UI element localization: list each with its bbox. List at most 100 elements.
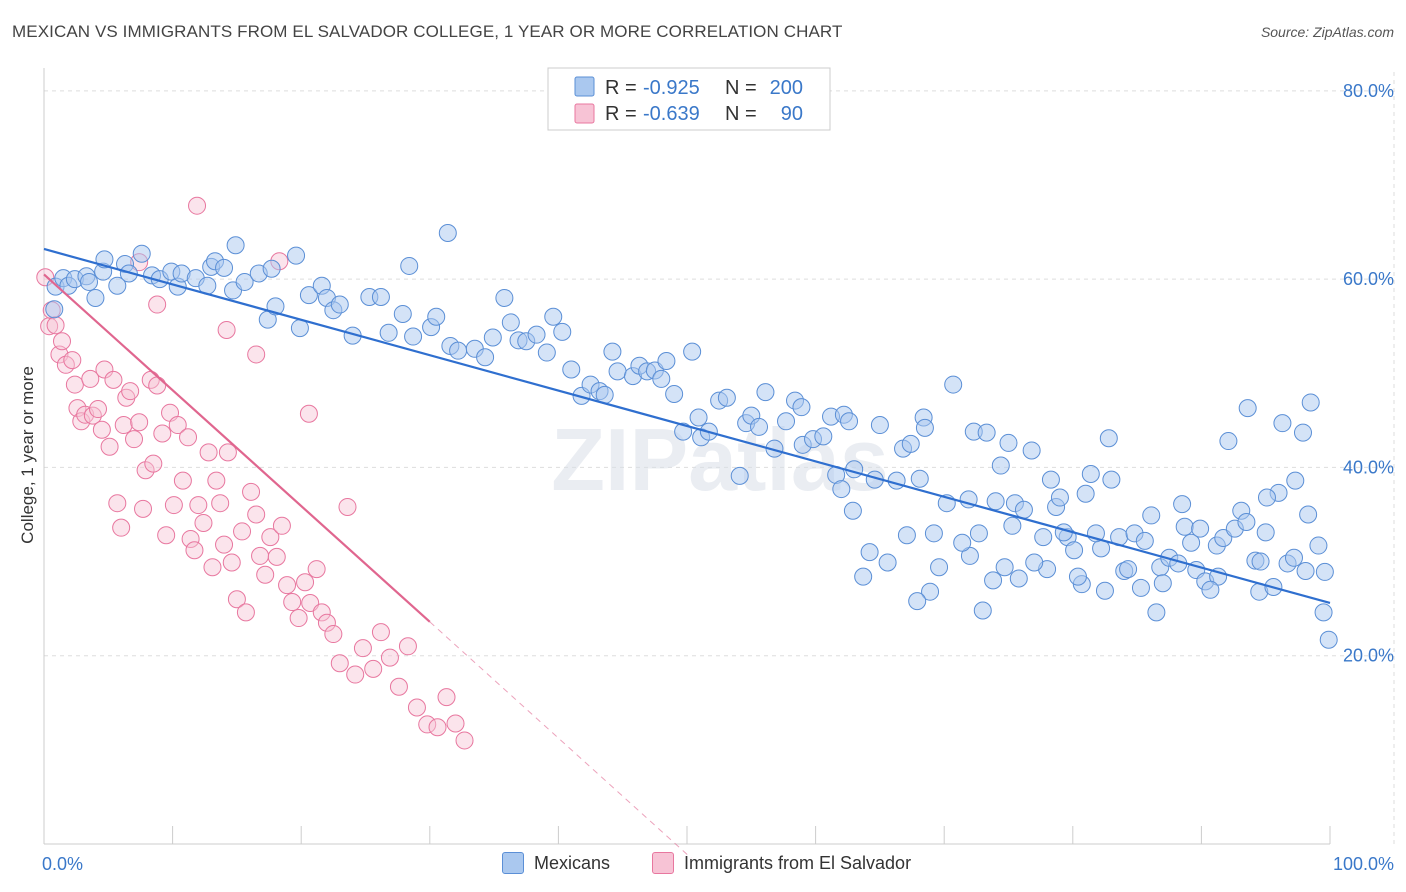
mexican-point xyxy=(999,433,1018,452)
salvador-point xyxy=(121,382,140,401)
mexican-point xyxy=(915,418,934,437)
mexican-point xyxy=(1135,531,1154,550)
mexican-point xyxy=(1314,603,1333,622)
salvador-point xyxy=(168,416,187,435)
mexican-point xyxy=(1182,533,1201,552)
salvador-point xyxy=(185,541,204,560)
salvador-point xyxy=(324,625,343,644)
salvador-point xyxy=(56,355,75,374)
salvador-point xyxy=(164,496,183,515)
salvador-point xyxy=(247,505,266,524)
mexican-point xyxy=(1296,561,1315,580)
legend-n-value-2: 90 xyxy=(781,103,803,125)
mexican-point xyxy=(977,423,996,442)
salvador-point xyxy=(227,590,246,609)
mexican-point xyxy=(86,288,105,307)
bottom-legend: Mexicans Immigrants from El Salvador xyxy=(0,852,1406,878)
salvador-point xyxy=(134,499,153,518)
mexican-point xyxy=(1251,552,1270,571)
mexican-point xyxy=(1119,560,1138,579)
mexican-point xyxy=(683,342,702,361)
salvador-point xyxy=(181,529,200,548)
mexican-point xyxy=(537,343,556,362)
mexican-point xyxy=(80,272,99,291)
mexican-point xyxy=(427,307,446,326)
salvador-point xyxy=(92,420,111,439)
mexican-point xyxy=(1065,541,1084,560)
mexican-point xyxy=(860,543,879,562)
mexican-point xyxy=(870,416,889,435)
mexican-points xyxy=(45,223,1338,649)
salvador-point xyxy=(144,454,163,473)
salvador-point xyxy=(398,637,417,656)
y-tick-label-1: 40.0% xyxy=(1343,457,1394,477)
mexican-point xyxy=(1131,578,1150,597)
mexican-point xyxy=(887,471,906,490)
mexican-point xyxy=(930,558,949,577)
mexican-point xyxy=(1041,470,1060,489)
x-tick-labels: 0.0% 100.0% xyxy=(42,854,1394,874)
salvador-point xyxy=(446,714,465,733)
mexican-point xyxy=(1142,506,1161,525)
mexican-point xyxy=(984,571,1003,590)
salvador-point xyxy=(261,528,280,547)
mexican-point xyxy=(953,533,972,552)
mexican-point xyxy=(1081,465,1100,484)
salvador-point xyxy=(89,400,108,419)
mexicans-trendline xyxy=(43,247,1331,605)
salvador-point xyxy=(418,715,437,734)
legend-r-value-2: -0.639 xyxy=(643,103,700,125)
salvador-point xyxy=(148,295,167,314)
salvador-point xyxy=(95,360,114,379)
mexican-point xyxy=(215,258,234,277)
salvador-point xyxy=(112,518,131,537)
salvador-point xyxy=(215,535,234,554)
salvador-points xyxy=(36,196,474,750)
legend-r-label-2: R = xyxy=(605,103,637,125)
mexican-point xyxy=(1293,423,1312,442)
mexican-point xyxy=(901,434,920,453)
salvador-point xyxy=(233,522,252,541)
mexican-point xyxy=(991,456,1010,475)
salvador-point xyxy=(338,497,357,516)
mexican-point xyxy=(1299,505,1318,524)
legend-swatch-salvador xyxy=(574,103,595,124)
bottom-legend-swatch-mexicans xyxy=(502,852,524,874)
salvador-point xyxy=(242,482,261,501)
mexican-point xyxy=(1301,393,1320,412)
mexican-point xyxy=(400,256,419,275)
legend-r-value-1: -0.925 xyxy=(643,77,700,99)
salvador-point xyxy=(189,496,208,515)
salvador-point xyxy=(267,547,286,566)
salvador-point xyxy=(63,351,82,370)
legend-n-label-2: N = xyxy=(725,103,757,125)
mexican-point xyxy=(1175,517,1194,536)
salvador-point xyxy=(53,332,72,351)
chart-title: MEXICAN VS IMMIGRANTS FROM EL SALVADOR C… xyxy=(12,22,843,41)
mexican-point xyxy=(1153,574,1172,593)
mexican-point xyxy=(730,466,749,485)
salvador-point xyxy=(299,404,318,423)
bottom-legend-label-salvador: Immigrants from El Salvador xyxy=(684,852,912,873)
bottom-legend-mexicans: Mexicans xyxy=(502,852,610,874)
salvador-point xyxy=(114,416,133,435)
salvador-point xyxy=(236,603,255,622)
mexican-point xyxy=(832,480,851,499)
mexican-point xyxy=(1273,414,1292,433)
legend-swatch-mexicans xyxy=(574,76,595,97)
salvador-point xyxy=(81,369,100,388)
mexican-point xyxy=(1284,548,1303,567)
salvador-point xyxy=(125,430,144,449)
salvador-point xyxy=(272,516,291,535)
salvador-point xyxy=(217,320,236,339)
mexican-point xyxy=(814,427,833,446)
mexican-point xyxy=(603,342,622,361)
mexican-point xyxy=(924,524,943,543)
mexican-point xyxy=(960,546,979,565)
mexican-point xyxy=(438,223,457,242)
mexican-point xyxy=(1173,495,1192,514)
mexican-point xyxy=(1014,500,1033,519)
mexican-point xyxy=(986,492,1005,511)
mexican-point xyxy=(1286,471,1305,490)
mexican-point xyxy=(652,369,671,388)
